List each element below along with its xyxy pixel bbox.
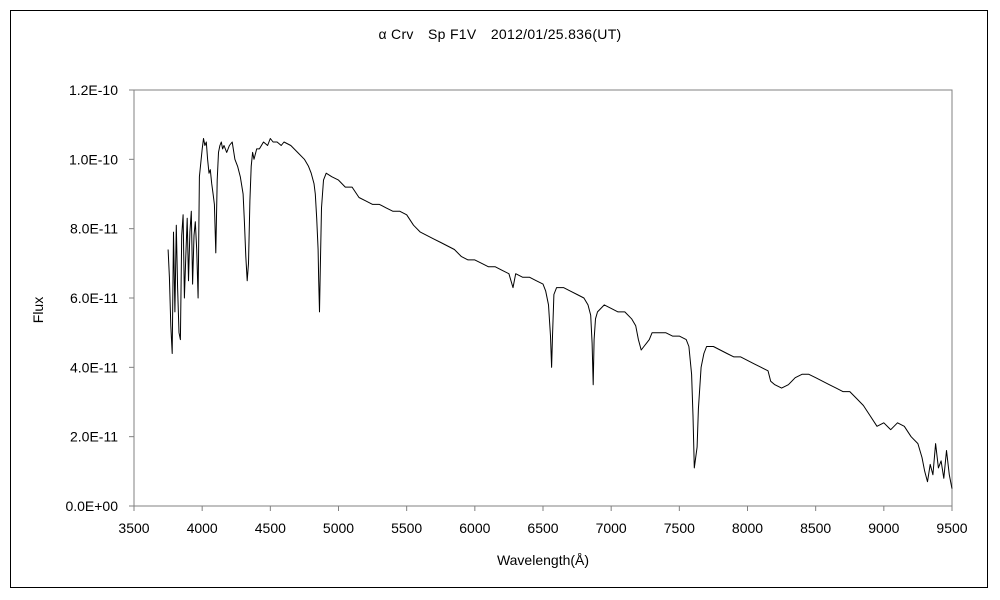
y-tick-label: 6.0E-11 — [70, 290, 118, 306]
x-tick-label: 4000 — [187, 520, 218, 536]
spectrum-series-line — [167, 138, 953, 489]
y-tick-label: 1.2E-10 — [69, 82, 118, 98]
x-tick-label: 3500 — [118, 520, 149, 536]
y-tick-label: 1.0E-10 — [69, 151, 118, 167]
x-axis-ticks: 3500 4000 4500 5000 5500 6000 6500 7000 7500 8000… — [118, 506, 968, 536]
y-axis-label: Flux — [30, 297, 46, 323]
x-axis-label: Wavelength(Å) — [497, 552, 589, 568]
chart-title: α Crv Sp F1V 2012/01/25.836(UT) — [378, 26, 622, 42]
series-group — [167, 138, 953, 489]
y-tick-label: 4.0E-11 — [70, 359, 118, 375]
x-tick-label: 9000 — [868, 520, 899, 536]
x-tick-label: 4500 — [255, 520, 286, 536]
x-tick-label: 5000 — [323, 520, 354, 536]
plot-area — [133, 89, 953, 507]
y-axis-ticks: 0.0E+00 2.0E-11 4.0E-11 6.0E-11 8.0E-11 1.0E-… — [65, 82, 134, 514]
y-tick-label: 2.0E-11 — [70, 429, 118, 445]
x-tick-label: 7500 — [664, 520, 695, 536]
x-tick-label: 8000 — [732, 520, 763, 536]
x-tick-label: 9500 — [936, 520, 967, 536]
x-tick-label: 5500 — [391, 520, 422, 536]
x-tick-label: 6500 — [527, 520, 558, 536]
x-tick-label: 8500 — [800, 520, 831, 536]
y-tick-label: 8.0E-11 — [70, 221, 118, 237]
x-tick-label: 6000 — [459, 520, 490, 536]
x-tick-label: 7000 — [596, 520, 627, 536]
y-tick-label: 0.0E+00 — [65, 498, 118, 514]
